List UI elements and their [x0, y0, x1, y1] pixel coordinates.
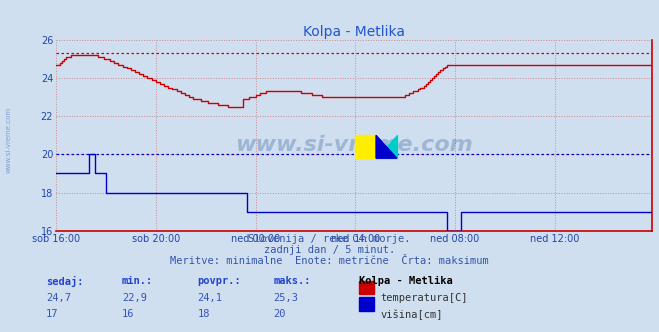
Text: temperatura[C]: temperatura[C] [380, 293, 468, 303]
Text: 24,7: 24,7 [46, 293, 71, 303]
Text: Meritve: minimalne  Enote: metrične  Črta: maksimum: Meritve: minimalne Enote: metrične Črta:… [170, 256, 489, 266]
Text: zadnji dan / 5 minut.: zadnji dan / 5 minut. [264, 245, 395, 255]
Text: Slovenija / reke in morje.: Slovenija / reke in morje. [248, 234, 411, 244]
Text: 17: 17 [46, 309, 59, 319]
Text: sedaj:: sedaj: [46, 276, 84, 287]
Text: 22,9: 22,9 [122, 293, 147, 303]
Text: 18: 18 [198, 309, 210, 319]
Text: višina[cm]: višina[cm] [380, 309, 443, 320]
Text: Kolpa - Metlika: Kolpa - Metlika [359, 276, 453, 286]
Text: povpr.:: povpr.: [198, 276, 241, 286]
Polygon shape [376, 135, 397, 158]
Text: min.:: min.: [122, 276, 153, 286]
Text: www.si-vreme.com: www.si-vreme.com [235, 135, 473, 155]
Text: www.si-vreme.com: www.si-vreme.com [5, 106, 12, 173]
Text: 24,1: 24,1 [198, 293, 223, 303]
Polygon shape [355, 135, 376, 158]
Polygon shape [376, 135, 397, 158]
Title: Kolpa - Metlika: Kolpa - Metlika [303, 25, 405, 39]
Text: 16: 16 [122, 309, 134, 319]
Text: 20: 20 [273, 309, 286, 319]
Text: 25,3: 25,3 [273, 293, 299, 303]
Text: maks.:: maks.: [273, 276, 311, 286]
